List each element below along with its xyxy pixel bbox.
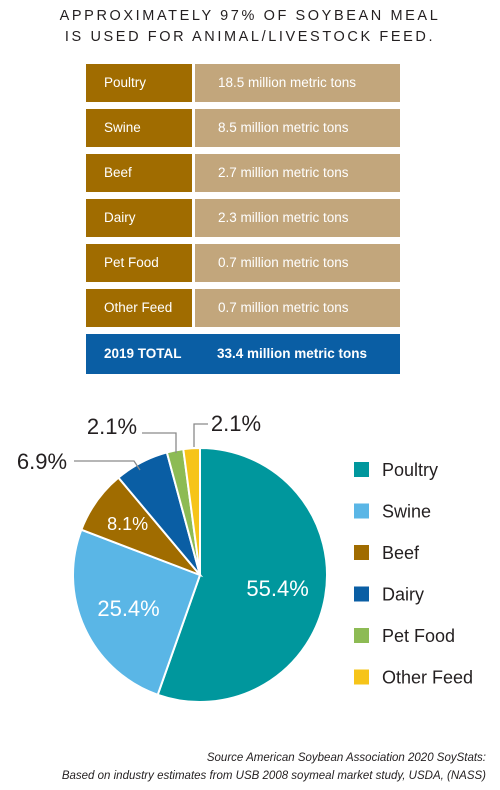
table-cell-category: Pet Food bbox=[86, 244, 192, 282]
source-note: Source American Soybean Association 2020… bbox=[0, 749, 486, 785]
legend-swatch-swine bbox=[354, 503, 369, 519]
table-cell-category: Other Feed bbox=[86, 289, 192, 327]
table-cell-amount: 2.7 million metric tons bbox=[195, 154, 400, 192]
value-label-poultry: 55.4% bbox=[246, 576, 308, 601]
legend-swatch-beef bbox=[354, 545, 369, 560]
value-label-pet-food: 2.1% bbox=[87, 414, 137, 439]
pie-slice-swine bbox=[72, 528, 202, 697]
leader-line-pet-food bbox=[142, 432, 177, 453]
table-cell-amount: 8.5 million metric tons bbox=[195, 109, 400, 147]
pie-slice-other-feed bbox=[182, 446, 201, 576]
table-cell-amount: 0.7 million metric tons bbox=[195, 244, 400, 282]
table-cell-amount: 18.5 million metric tons bbox=[195, 64, 400, 102]
table-cell-amount: 2.3 million metric tons bbox=[195, 199, 400, 237]
legend-label-swine: Swine bbox=[382, 502, 431, 522]
pie-legend: Poultry Swine Beef Dairy Pet Food Other Feed bbox=[354, 460, 473, 688]
title-line-2: IS USED FOR ANIMAL/LIVESTOCK FEED. bbox=[64, 29, 436, 45]
table-cell-category: Swine bbox=[86, 109, 192, 147]
legend-label-pet-food: Pet Food bbox=[382, 626, 455, 646]
value-label-dairy: 6.9% bbox=[17, 449, 67, 474]
legend-label-other-feed: Other Feed bbox=[382, 668, 473, 688]
value-label-swine: 25.4% bbox=[97, 596, 159, 621]
chart-title: APPROXIMATELY 97% OF SOYBEAN MEAL IS USE… bbox=[0, 6, 500, 48]
total-label: 2019 TOTAL bbox=[104, 346, 182, 361]
title-line-1: APPROXIMATELY 97% OF SOYBEAN MEAL bbox=[59, 8, 441, 24]
pie-leader-lines bbox=[74, 423, 208, 471]
value-label-other-feed: 2.1% bbox=[211, 411, 261, 436]
legend-swatch-poultry bbox=[354, 462, 369, 477]
legend-swatch-dairy bbox=[354, 586, 369, 602]
legend-label-poultry: Poultry bbox=[382, 460, 438, 480]
source-line-1: Source American Soybean Association 2020… bbox=[206, 752, 486, 764]
leader-line-dairy bbox=[74, 460, 141, 471]
leader-line-other-feed bbox=[193, 423, 208, 447]
total-value: 33.4 million metric tons bbox=[217, 346, 368, 361]
pie-value-labels: 55.4% 25.4% 8.1% 6.9% 2.1% 2.1% bbox=[17, 411, 309, 621]
legend-swatch-other-feed bbox=[354, 669, 369, 685]
table-cell-category: Poultry bbox=[86, 64, 192, 102]
table-total-row: 2019 TOTAL 33.4 million metric tons bbox=[86, 334, 400, 374]
legend-label-dairy: Dairy bbox=[382, 585, 424, 605]
legend-swatch-pet-food bbox=[354, 628, 369, 643]
value-label-beef: 8.1% bbox=[107, 514, 148, 534]
legend-label-beef: Beef bbox=[382, 543, 420, 563]
pie-chart: 55.4% 25.4% 8.1% 6.9% 2.1% 2.1% Poultry Swine B… bbox=[17, 411, 473, 703]
pie-slices bbox=[72, 446, 328, 703]
source-line-2: Based on industry estimates from USB 200… bbox=[61, 770, 486, 782]
table-cell-category: Beef bbox=[86, 154, 192, 192]
table-cell-amount: 0.7 million metric tons bbox=[195, 289, 400, 327]
table-cell-category: Dairy bbox=[86, 199, 192, 237]
